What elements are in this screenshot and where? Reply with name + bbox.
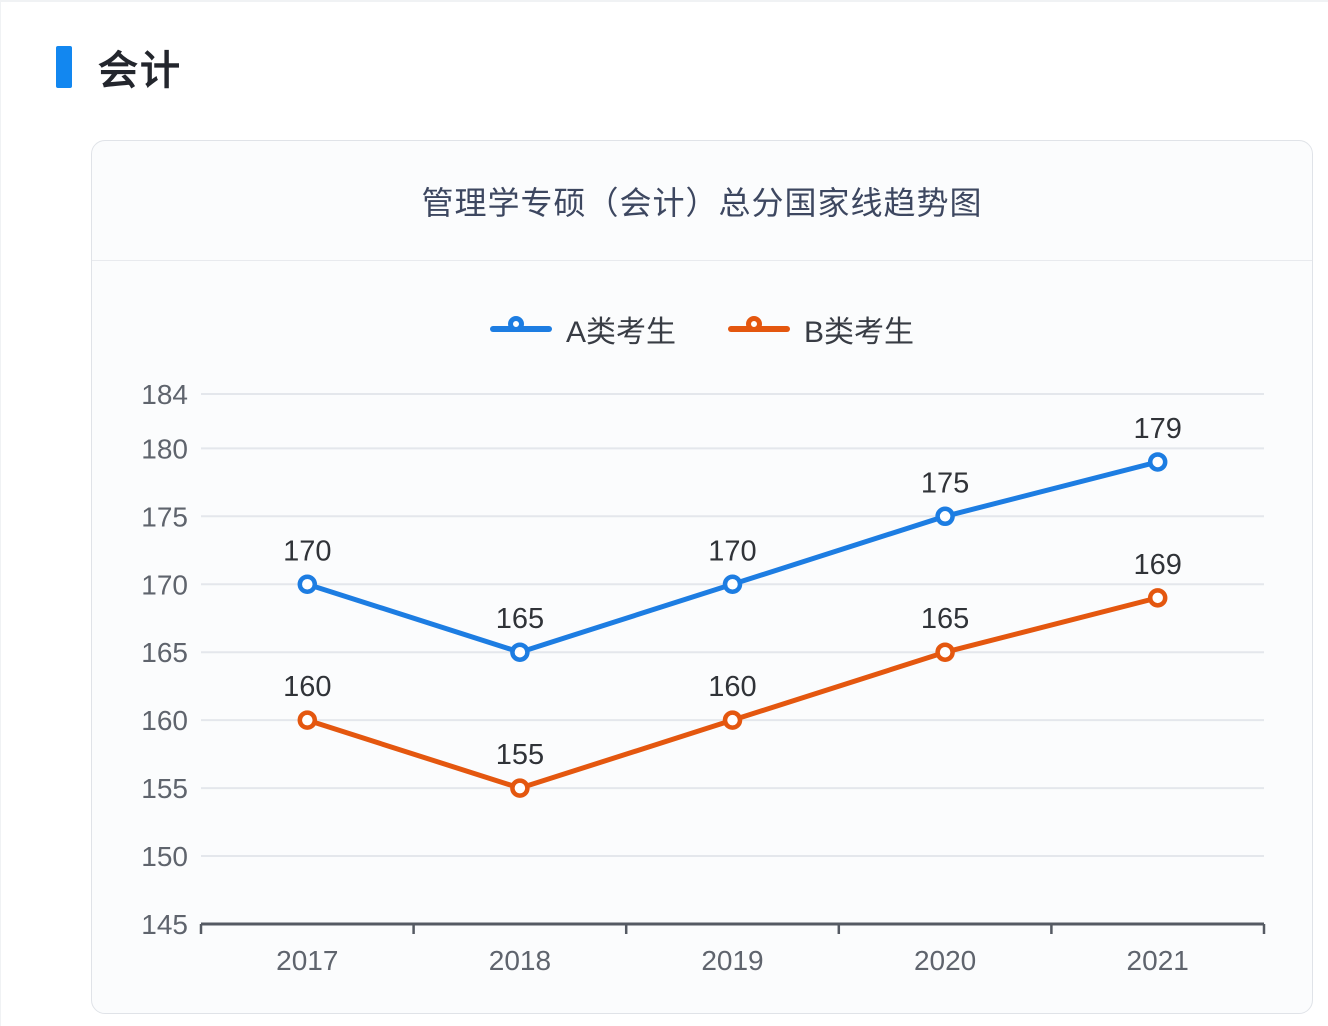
data-point[interactable] [510, 778, 530, 798]
x-axis-label: 2019 [701, 945, 763, 976]
chart-card-header: 管理学专硕（会计）总分国家线趋势图 [92, 141, 1312, 261]
data-point[interactable] [935, 642, 955, 662]
y-axis-label: 184 [141, 379, 188, 410]
data-point-label: 160 [708, 671, 756, 703]
legend-label: B类考生 [804, 316, 915, 349]
y-axis-label: 155 [141, 773, 188, 804]
data-point-label: 165 [496, 603, 544, 635]
data-point-label: 179 [1134, 413, 1182, 445]
data-point-label: 160 [283, 671, 331, 703]
data-point[interactable] [297, 710, 318, 730]
data-point-label: 165 [921, 603, 969, 635]
data-point-label: 170 [283, 535, 331, 567]
data-point[interactable] [935, 506, 955, 527]
legend-line-marker-icon [489, 316, 552, 342]
legend-ring-icon [746, 316, 762, 332]
data-point[interactable] [722, 574, 743, 595]
data-point[interactable] [510, 642, 530, 662]
x-axis-label: 2017 [276, 945, 338, 976]
x-axis-label: 2018 [489, 945, 551, 976]
chart-legend: A类考生 B类考生 [92, 307, 1312, 351]
chart-canvas[interactable]: 145 150 155 160 165 170 175 180 184 2017 2018 2019 2… [92, 261, 1312, 1012]
legend-item-a[interactable]: A类考生 [489, 307, 676, 351]
legend-label: A类考生 [565, 316, 676, 349]
y-axis-label: 170 [141, 569, 188, 600]
x-axis-label: 2020 [914, 945, 976, 976]
legend-line-marker-icon [728, 316, 790, 342]
x-axis-label: 2021 [1127, 945, 1189, 976]
chart-title: 管理学专硕（会计）总分国家线趋势图 [421, 184, 983, 221]
section-title: 会计 [98, 49, 182, 93]
section-header: 会计 [56, 38, 182, 96]
y-axis-label: 160 [141, 705, 188, 736]
data-point[interactable] [1147, 452, 1168, 472]
data-point-label: 169 [1134, 549, 1182, 581]
data-point-label: 155 [496, 739, 544, 771]
data-point[interactable] [1147, 588, 1168, 608]
section-accent-bar [56, 46, 72, 88]
y-axis-label: 175 [141, 501, 188, 532]
y-axis-label: 180 [141, 433, 188, 464]
y-axis-label: 150 [141, 841, 188, 872]
data-point-label: 170 [708, 535, 756, 567]
data-point-label: 175 [921, 467, 969, 499]
chart-area: A类考生 B类考生 145 150 155 160 165 170 175 180 184 201… [92, 261, 1312, 1012]
data-point[interactable] [297, 574, 318, 595]
legend-item-b[interactable]: B类考生 [728, 307, 914, 351]
chart-card: 管理学专硕（会计）总分国家线趋势图 A类考生 B类考生 145 150 155 160… [91, 140, 1313, 1014]
legend-ring-icon [507, 316, 524, 332]
y-axis-label: 145 [141, 909, 188, 940]
y-axis-label: 165 [141, 637, 188, 668]
data-point[interactable] [722, 710, 743, 730]
